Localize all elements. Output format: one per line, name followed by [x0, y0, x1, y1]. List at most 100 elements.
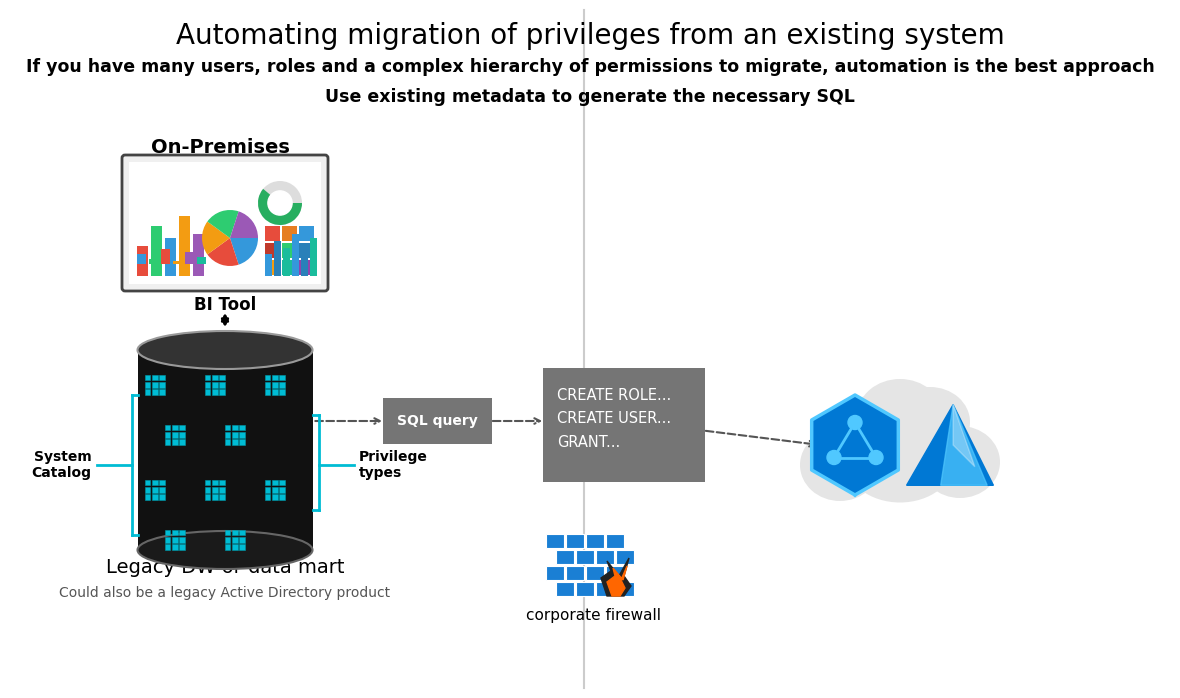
Bar — [240, 439, 245, 445]
Bar — [280, 382, 286, 387]
FancyBboxPatch shape — [543, 368, 704, 482]
Bar — [159, 487, 165, 493]
Ellipse shape — [858, 379, 943, 451]
Wedge shape — [230, 211, 258, 238]
Bar — [204, 389, 210, 395]
Bar — [280, 494, 286, 500]
Bar — [172, 439, 178, 445]
Bar — [152, 389, 158, 395]
Bar — [224, 432, 230, 438]
Bar — [576, 582, 594, 596]
Ellipse shape — [845, 417, 955, 503]
Bar — [231, 530, 237, 535]
Wedge shape — [208, 238, 238, 266]
Bar — [282, 226, 297, 241]
Bar — [274, 241, 281, 276]
Bar — [576, 550, 594, 564]
Bar — [231, 424, 237, 431]
Bar — [280, 389, 286, 395]
Bar — [164, 537, 170, 542]
Text: Legacy DW or data mart: Legacy DW or data mart — [106, 558, 345, 577]
Bar — [264, 487, 270, 493]
Bar — [271, 480, 277, 485]
Bar — [173, 261, 182, 264]
Circle shape — [827, 450, 841, 464]
Bar — [159, 494, 165, 500]
Bar — [299, 260, 314, 275]
Bar — [159, 375, 165, 380]
Bar — [152, 487, 158, 493]
Bar — [137, 254, 146, 264]
Ellipse shape — [800, 429, 880, 501]
Bar — [179, 439, 185, 445]
Bar — [152, 382, 158, 387]
Bar — [159, 480, 165, 485]
Bar — [616, 582, 634, 596]
Bar — [144, 487, 150, 493]
Bar — [144, 382, 150, 387]
Bar — [152, 494, 158, 500]
Bar — [164, 530, 170, 535]
Bar — [266, 254, 273, 276]
Text: On-Premises: On-Premises — [151, 138, 289, 157]
Wedge shape — [258, 181, 302, 225]
Bar — [185, 252, 194, 264]
Ellipse shape — [890, 387, 970, 457]
Bar — [159, 382, 165, 387]
Bar — [179, 432, 185, 438]
Polygon shape — [607, 566, 627, 596]
Bar — [231, 439, 237, 445]
Bar — [264, 389, 270, 395]
Ellipse shape — [833, 396, 907, 464]
Bar — [172, 530, 178, 535]
Text: CREATE ROLE...
CREATE USER...
GRANT...: CREATE ROLE... CREATE USER... GRANT... — [557, 388, 671, 450]
Bar — [607, 534, 624, 548]
Bar — [231, 432, 237, 438]
Text: System
Catalog: System Catalog — [32, 450, 92, 480]
Bar — [219, 382, 225, 387]
Bar — [556, 582, 573, 596]
Bar — [546, 534, 564, 548]
Bar — [240, 544, 245, 550]
Bar — [301, 246, 308, 276]
Bar — [204, 375, 210, 380]
Bar — [172, 544, 178, 550]
Polygon shape — [940, 405, 988, 485]
Bar — [212, 494, 217, 500]
Bar — [172, 537, 178, 542]
Bar — [224, 530, 230, 535]
Bar — [240, 432, 245, 438]
Bar — [224, 544, 230, 550]
Bar — [299, 243, 314, 258]
Bar — [212, 389, 217, 395]
Bar — [224, 424, 230, 431]
Text: corporate firewall: corporate firewall — [525, 608, 661, 623]
Bar — [219, 389, 225, 395]
Bar — [280, 480, 286, 485]
Bar — [224, 537, 230, 542]
Bar — [152, 375, 158, 380]
Bar — [264, 382, 270, 387]
Bar — [299, 226, 314, 241]
Bar — [179, 424, 185, 431]
Bar — [212, 480, 217, 485]
Ellipse shape — [138, 531, 313, 569]
Bar — [231, 537, 237, 542]
Bar — [271, 382, 277, 387]
Bar — [556, 550, 573, 564]
Bar — [219, 494, 225, 500]
Wedge shape — [230, 238, 258, 265]
Bar — [586, 534, 604, 548]
Bar — [291, 234, 299, 276]
FancyBboxPatch shape — [384, 398, 492, 444]
Bar — [266, 243, 280, 258]
Bar — [264, 480, 270, 485]
Bar — [194, 234, 204, 276]
Bar — [144, 494, 150, 500]
Bar — [144, 480, 150, 485]
Bar — [219, 375, 225, 380]
Bar — [271, 389, 277, 395]
Bar — [266, 260, 280, 275]
Bar — [240, 530, 245, 535]
Bar — [204, 494, 210, 500]
